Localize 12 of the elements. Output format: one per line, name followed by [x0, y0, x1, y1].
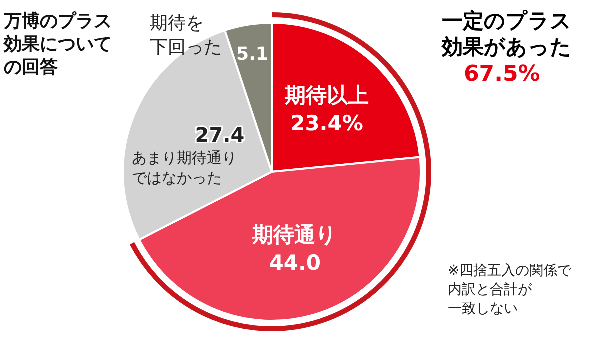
- slice-label: 期待通り: [252, 223, 338, 248]
- text: ※四捨五入の関係で内訳と合計が一致しない: [448, 262, 572, 319]
- slice-label: あまり期待通りではなかった: [132, 148, 237, 188]
- text: 万博のプラス効果についての回答: [4, 10, 112, 79]
- text: 67.5%: [464, 62, 540, 87]
- data-label: 44.0: [269, 251, 322, 276]
- text: 一定のプラス効果があった: [442, 8, 572, 60]
- data-label: 27.4: [195, 122, 245, 147]
- data-label: 23.4%: [290, 112, 364, 136]
- slice-label: 期待を下回った: [150, 12, 222, 60]
- data-label: 5.1: [236, 44, 268, 66]
- slice-label: 期待以上: [284, 84, 370, 108]
